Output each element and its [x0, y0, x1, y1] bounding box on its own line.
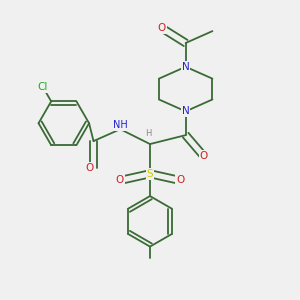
Text: O: O	[158, 23, 166, 33]
Text: H: H	[145, 129, 152, 138]
Text: Cl: Cl	[38, 82, 48, 92]
Text: NH: NH	[113, 120, 128, 130]
Text: O: O	[200, 151, 208, 161]
Text: O: O	[176, 175, 184, 185]
Text: O: O	[85, 163, 93, 173]
Text: O: O	[116, 175, 124, 185]
Text: N: N	[182, 106, 190, 116]
Text: S: S	[147, 169, 153, 179]
Text: N: N	[182, 62, 190, 72]
